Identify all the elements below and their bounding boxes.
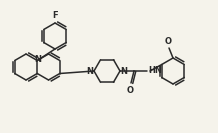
Text: N: N <box>121 66 128 76</box>
Text: F: F <box>52 11 58 20</box>
Text: O: O <box>126 86 133 95</box>
Text: O: O <box>165 38 172 47</box>
Text: N: N <box>87 66 94 76</box>
Text: HN: HN <box>148 66 162 75</box>
Text: N: N <box>34 55 41 65</box>
